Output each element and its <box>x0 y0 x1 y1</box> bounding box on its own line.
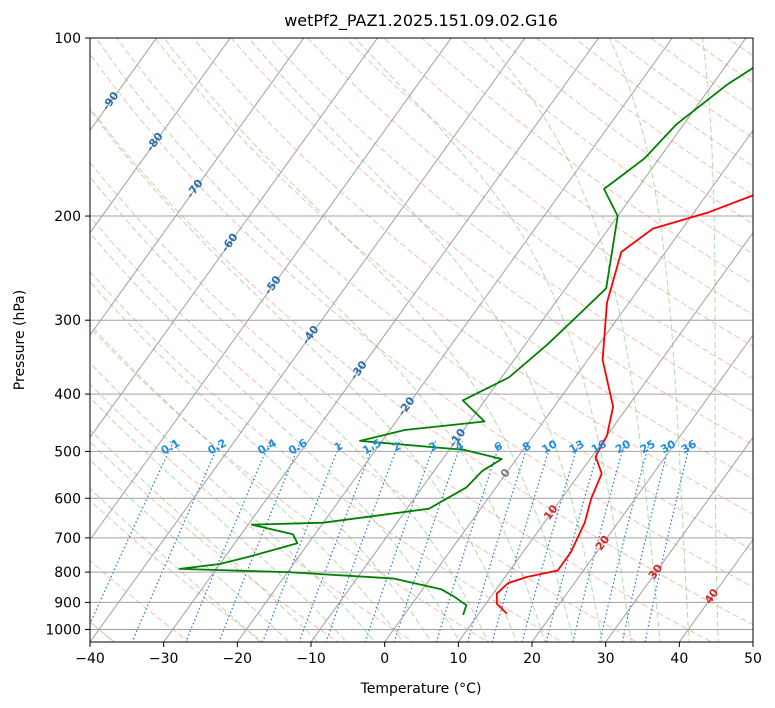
x-tick-label: −20 <box>223 651 253 667</box>
dry-adiabat <box>90 441 340 642</box>
y-tick-label: 600 <box>54 491 81 507</box>
isotherm <box>90 38 158 132</box>
plot-frame <box>89 37 754 643</box>
x-tick-label: 50 <box>744 651 762 667</box>
profile-line <box>178 66 753 616</box>
y-tick-label: 800 <box>54 565 81 581</box>
x-tick-label: −30 <box>149 651 179 667</box>
dry-adiabat <box>116 38 753 551</box>
dry-adiabat <box>421 38 753 285</box>
x-tick-label: 10 <box>449 651 467 667</box>
mixing-ratio-line <box>325 440 401 642</box>
chart-title: wetPf2_PAZ1.2025.151.09.02.G16 <box>284 11 558 31</box>
y-tick-label: 900 <box>54 595 81 611</box>
mixing-ratio-line <box>90 440 175 626</box>
isotherm <box>310 38 747 642</box>
dry-adiabat <box>90 216 639 642</box>
isotherm <box>90 38 231 234</box>
moist-adiabat <box>90 109 518 642</box>
isotherm <box>678 538 753 642</box>
mixing-ratio-line <box>466 440 530 642</box>
profile-lines <box>178 66 753 616</box>
x-tick-label: −10 <box>296 651 326 667</box>
y-tick-label: 500 <box>54 444 81 460</box>
mixing-ratio-line <box>491 440 553 642</box>
moist-adiabat <box>90 281 433 642</box>
mixing-ratio-line <box>185 440 271 642</box>
dry-adiabat <box>90 499 265 642</box>
dry-adiabat <box>90 53 753 588</box>
mixing-ratio-line <box>364 440 437 642</box>
moist-adiabat <box>90 396 347 642</box>
dry-adiabat <box>230 38 753 446</box>
y-tick-label: 200 <box>54 209 81 225</box>
isotherm <box>90 38 379 439</box>
x-tick-label: 30 <box>597 651 615 667</box>
moist-adiabat <box>90 429 319 642</box>
y-tick-label: 300 <box>54 313 81 329</box>
mixing-ratio-lines <box>90 440 692 642</box>
mixing-ratio-line <box>521 440 580 642</box>
dry-adiabats <box>90 38 753 642</box>
isotherm <box>90 38 526 642</box>
plot-area: -100-90-80-70-60-50-40-30-20-10010203040… <box>90 38 753 642</box>
isotherm <box>457 231 753 642</box>
isotherm <box>90 38 452 541</box>
dry-adiabat <box>154 38 753 515</box>
moist-adiabat <box>248 38 603 642</box>
dry-adiabat <box>90 161 713 642</box>
isotherm <box>163 38 600 642</box>
profile-line <box>495 194 753 615</box>
isobars <box>90 38 753 630</box>
y-tick-label: 1000 <box>45 622 81 638</box>
isotherms <box>90 38 753 642</box>
y-tick-label: 700 <box>54 531 81 547</box>
isotherm <box>605 436 753 642</box>
y-tick-label: 100 <box>54 31 81 47</box>
x-tick-label: 0 <box>380 651 389 667</box>
moist-adiabat <box>90 459 290 642</box>
x-tick-label: 40 <box>670 651 688 667</box>
x-axis-ticks: −40 −30 −20 −10 0 10 20 30 40 50 <box>75 642 762 667</box>
mixing-ratio-line <box>435 440 502 642</box>
y-tick-label: 400 <box>54 387 81 403</box>
x-tick-label: −40 <box>75 651 105 667</box>
dry-adiabat <box>90 327 489 642</box>
dry-adiabat <box>90 383 414 642</box>
mixing-ratio-line <box>393 440 463 642</box>
dry-adiabat <box>306 38 753 380</box>
dry-adiabat <box>90 107 753 626</box>
mixing-ratio-line <box>545 440 602 642</box>
dry-adiabat <box>90 271 564 642</box>
isotherm <box>236 38 673 642</box>
y-axis-label: Pressure (hPa) <box>12 290 28 390</box>
x-axis-label: Temperature (°C) <box>360 681 482 697</box>
mixing-ratio-line <box>572 440 626 642</box>
dry-adiabat <box>383 38 753 316</box>
x-tick-label: 20 <box>523 651 541 667</box>
moist-adiabat <box>90 323 404 642</box>
isotherm <box>384 129 753 642</box>
isotherm <box>90 38 305 336</box>
moist-adiabat <box>90 175 489 642</box>
y-axis-ticks: 100 200 300 400 500 600 700 800 900 1000 <box>45 31 90 638</box>
mixing-ratio-line <box>131 440 221 642</box>
moist-adiabat <box>90 362 376 642</box>
isotherm <box>531 334 753 642</box>
